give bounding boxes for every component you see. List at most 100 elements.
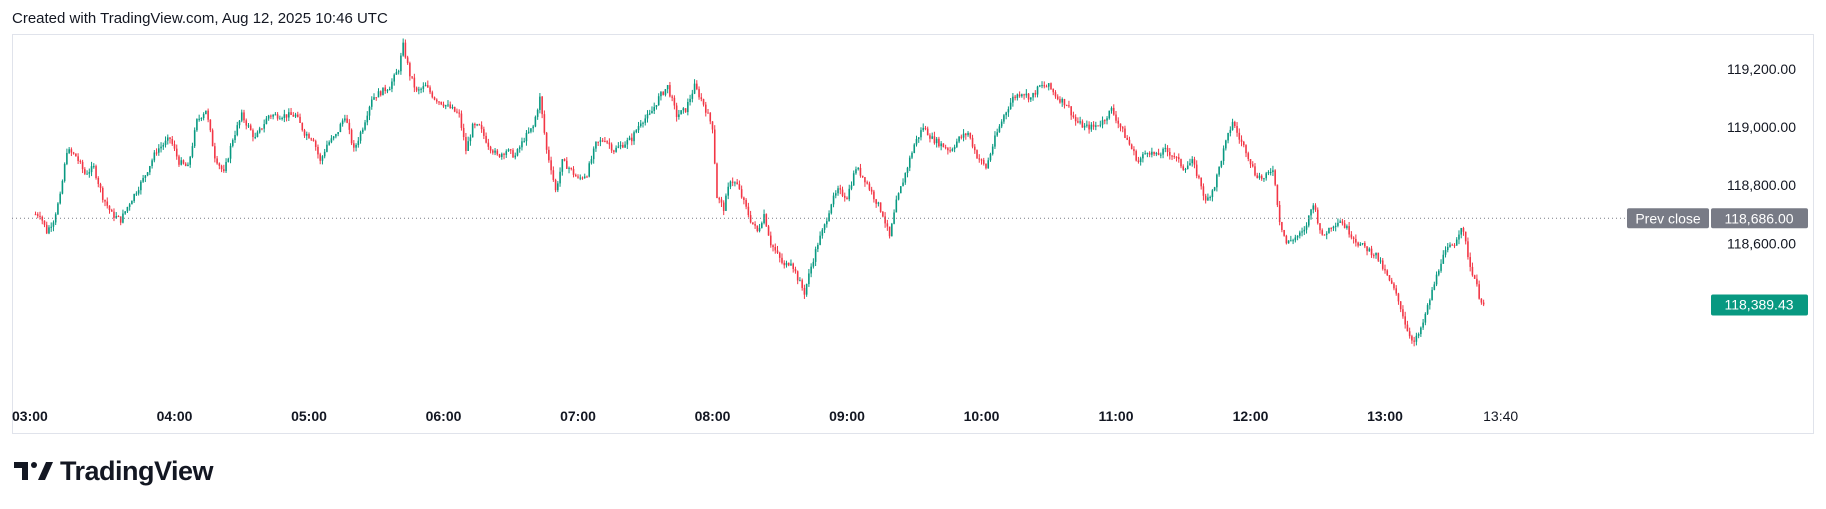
tradingview-brand[interactable]: TradingView (14, 456, 214, 487)
candle-body (749, 215, 752, 223)
candle-body (243, 112, 245, 121)
candle-body (205, 110, 207, 115)
candle-body (193, 130, 196, 147)
candle-body (922, 127, 925, 131)
candle-body (344, 118, 346, 121)
candle-body (1077, 121, 1079, 123)
candle-body (283, 114, 286, 119)
candle-body (837, 188, 839, 194)
candle-body (1417, 334, 1420, 336)
candle-body (1462, 228, 1465, 232)
candle-body (1003, 115, 1005, 122)
candle-body (1070, 106, 1072, 116)
candle-body (1386, 270, 1389, 276)
candle-body (693, 83, 696, 94)
candle-body (1451, 244, 1454, 246)
candle-body (938, 138, 940, 147)
candle-body (929, 135, 931, 139)
candle-body (787, 262, 790, 266)
candle-body (404, 42, 407, 58)
candle-body (740, 189, 743, 198)
candle-body (442, 104, 445, 107)
candle-body (588, 163, 591, 177)
candle-body (689, 98, 691, 103)
candle-body (1097, 125, 1099, 127)
candle-body (1072, 115, 1075, 117)
candle-body (633, 132, 635, 142)
candle-body (1231, 121, 1234, 130)
candle-body (1310, 209, 1312, 216)
candle-body (1088, 124, 1090, 130)
candle-body (75, 153, 77, 157)
candle-body (722, 202, 725, 211)
candle-body (50, 226, 53, 228)
candle-body (88, 172, 91, 174)
candle-body (1408, 331, 1411, 337)
candle-body (285, 114, 288, 118)
candle-body (68, 149, 70, 153)
candle-body (1379, 260, 1382, 262)
candle-body (48, 227, 50, 234)
candle-body (823, 224, 826, 230)
candle-body (36, 214, 39, 216)
candle-body (1444, 250, 1447, 255)
candle-body (1393, 283, 1395, 289)
candle-body (449, 104, 452, 109)
candle-body (126, 207, 129, 212)
candle-body (1160, 154, 1162, 156)
candle-body (1103, 120, 1106, 122)
candle-body (1162, 148, 1164, 155)
candle-body (1328, 227, 1330, 234)
candle-body (631, 137, 633, 142)
candle-body (680, 110, 682, 115)
candle-body (678, 114, 680, 117)
candle-body (137, 190, 140, 194)
candle-body (261, 128, 263, 130)
candle-body (1372, 255, 1375, 257)
candle-body (267, 115, 270, 119)
candle-body (1355, 238, 1357, 243)
candle-body (447, 104, 449, 106)
candle-body (1052, 89, 1055, 93)
candle-body (776, 250, 779, 253)
y-axis-tick-label: 119,200.00 (1727, 61, 1796, 77)
candle-body (870, 189, 873, 192)
candle-body (1074, 116, 1077, 122)
candle-body (245, 120, 248, 126)
candle-body (778, 252, 781, 258)
candle-body (1415, 335, 1418, 342)
candle-body (270, 115, 272, 117)
candle-body (1242, 141, 1245, 146)
candle-body (296, 114, 299, 117)
candle-body (339, 124, 342, 133)
candle-body (1177, 157, 1180, 160)
candle-body (1059, 99, 1061, 103)
candle-body (299, 116, 301, 123)
candle-body (388, 88, 391, 91)
candle-body (1164, 147, 1167, 149)
candle-body (947, 148, 949, 151)
candle-body (1211, 190, 1214, 198)
candle-body (532, 126, 534, 129)
candle-body (767, 226, 770, 236)
candle-body (1198, 175, 1200, 178)
candle-body (413, 77, 416, 88)
candle-body (505, 151, 508, 155)
candle-body (1081, 121, 1084, 128)
candle-body (1476, 278, 1478, 285)
candle-body (353, 143, 355, 148)
candle-body (198, 118, 200, 120)
x-axis-tick-label: 06:00 (426, 408, 462, 424)
candle-body (725, 195, 727, 211)
candle-body (301, 122, 304, 131)
candle-body (570, 167, 573, 169)
candle-body (485, 135, 487, 143)
candle-body (1478, 284, 1480, 299)
candle-body (1038, 85, 1041, 87)
candle-body (1153, 151, 1155, 155)
candle-body (160, 146, 162, 149)
candle-body (769, 235, 772, 246)
candle-body (474, 123, 476, 126)
candle-body (151, 160, 153, 167)
